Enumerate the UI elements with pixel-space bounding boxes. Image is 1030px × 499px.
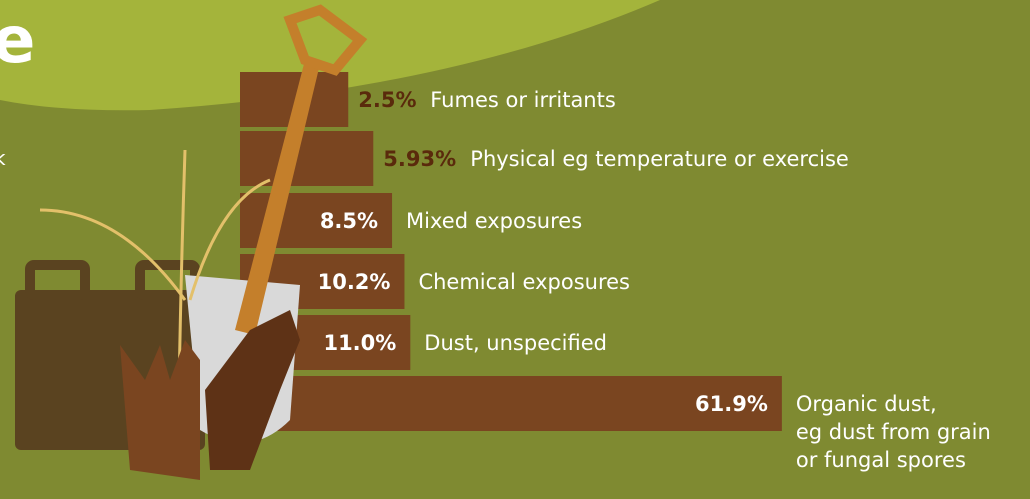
header-fragment: e: [0, 4, 35, 78]
bar: [240, 131, 373, 186]
value-label: 11.0%: [323, 329, 396, 357]
value-label: 8.5%: [320, 207, 378, 235]
value-label: 10.2%: [318, 268, 391, 296]
value-label: 2.5%: [358, 86, 416, 114]
category-label: Fumes or irritants: [430, 86, 616, 114]
text-fragment: k: [0, 146, 6, 170]
category-label: Physical eg temperature or exercise: [470, 145, 849, 173]
category-label: Mixed exposures: [406, 207, 582, 235]
category-label: Organic dust, eg dust from grain or fung…: [796, 390, 991, 474]
category-label: Chemical exposures: [418, 268, 630, 296]
value-label: 5.93%: [383, 145, 456, 173]
infographic: e k 2.5% Fumes or irritants 5.93% Physical …: [0, 0, 1030, 499]
value-label: 61.9%: [695, 390, 768, 418]
category-label: Dust, unspecified: [424, 329, 607, 357]
